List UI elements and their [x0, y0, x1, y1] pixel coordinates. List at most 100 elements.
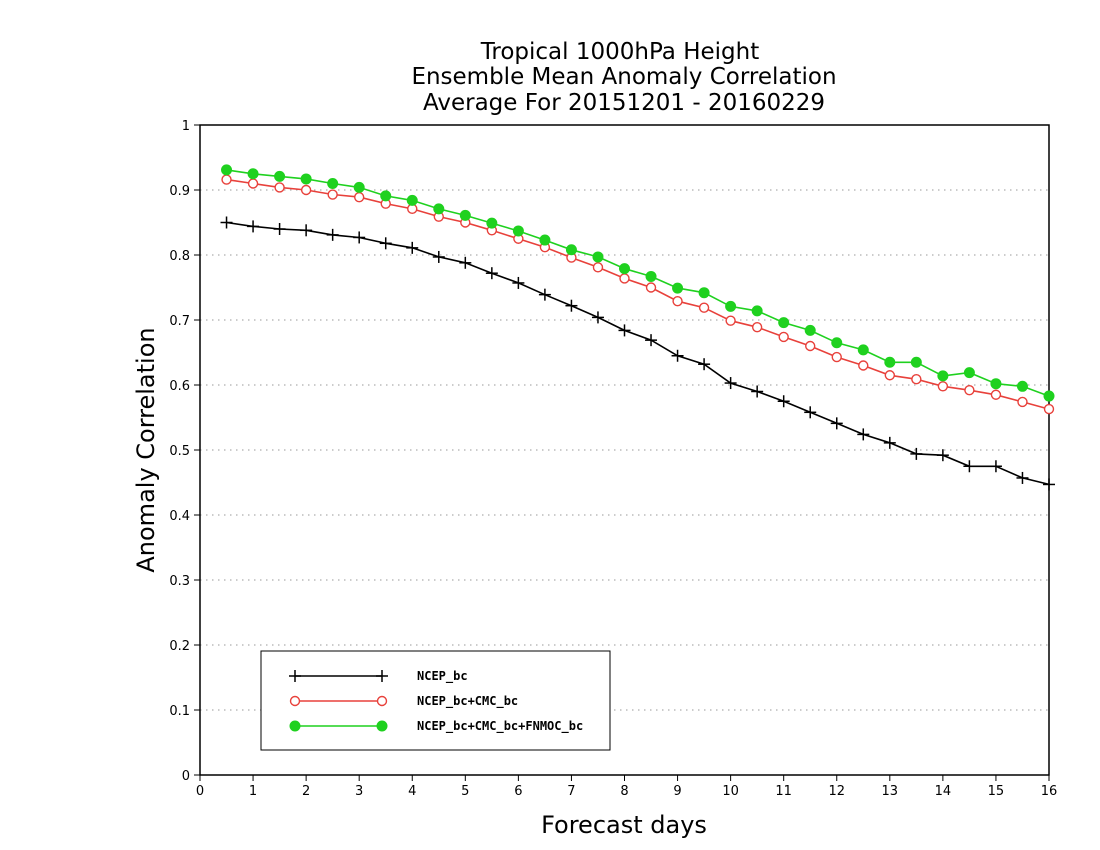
- data-point-open-circle: [698, 302, 710, 313]
- x-tick-label: 3: [355, 784, 363, 799]
- data-point-open-circle: [884, 370, 896, 381]
- data-point-filled-circle: [486, 217, 498, 229]
- data-point-plus: [1043, 478, 1055, 491]
- data-point-open-circle: [937, 381, 949, 392]
- data-point-plus: [406, 241, 419, 254]
- data-point-plus: [376, 670, 388, 682]
- x-tick-label: 8: [620, 784, 628, 799]
- data-point-open-circle: [858, 360, 869, 371]
- x-tick-label: 7: [567, 784, 575, 799]
- data-point-filled-circle: [406, 194, 418, 206]
- data-point-plus: [485, 267, 498, 280]
- data-point-open-circle: [592, 262, 604, 273]
- y-tick-label: 0.5: [169, 444, 190, 459]
- x-tick-label: 9: [673, 784, 681, 799]
- data-point-filled-circle: [857, 344, 869, 356]
- y-tick-label: 1: [182, 119, 190, 134]
- data-point-plus: [300, 224, 313, 237]
- data-point-open-circle: [1043, 403, 1055, 415]
- x-tick-label: 0: [196, 784, 204, 799]
- data-point-filled-circle: [274, 170, 286, 182]
- series-line-2: [226, 178, 1050, 410]
- y-axis-title: Anomaly Correlation: [132, 327, 160, 572]
- data-point-plus: [326, 228, 339, 241]
- data-point-open-circle: [221, 174, 232, 185]
- data-point-open-circle: [300, 184, 312, 196]
- data-point-plus: [459, 256, 472, 269]
- data-point-plus: [273, 223, 286, 235]
- data-point-plus: [830, 417, 843, 430]
- data-point-filled-circle: [619, 263, 630, 275]
- data-point-open-circle: [289, 695, 301, 707]
- data-point-plus: [1016, 471, 1029, 484]
- series-layer: [220, 164, 1055, 491]
- data-point-plus: [379, 237, 392, 250]
- data-point-filled-circle: [910, 356, 922, 368]
- data-point-plus: [538, 288, 551, 301]
- data-point-filled-circle: [565, 244, 577, 256]
- data-point-plus: [751, 385, 764, 398]
- data-point-filled-circle: [963, 367, 975, 379]
- data-point-plus: [565, 299, 578, 312]
- y-tick-label: 0.7: [169, 314, 190, 329]
- y-tick-label: 0.3: [169, 574, 190, 589]
- data-point-open-circle: [376, 695, 388, 707]
- data-point-filled-circle: [672, 282, 684, 294]
- data-point-filled-circle: [353, 181, 365, 193]
- data-point-filled-circle: [751, 305, 763, 317]
- data-point-plus: [777, 395, 790, 408]
- x-tick-label: 4: [408, 784, 416, 799]
- data-point-open-circle: [778, 331, 789, 343]
- data-point-plus: [618, 324, 631, 337]
- y-tick-label: 0.9: [169, 184, 190, 199]
- data-point-plus: [724, 377, 737, 390]
- x-tick-label: 10: [722, 784, 739, 799]
- data-point-open-circle: [645, 282, 657, 293]
- data-point-open-circle: [725, 315, 736, 326]
- legend-label-3: NCEP_bc+CMC_bc+FNMOC_bc: [417, 719, 583, 734]
- x-tick-label: 6: [514, 784, 522, 799]
- x-tick-label: 5: [461, 784, 469, 799]
- data-point-plus: [512, 276, 525, 289]
- data-point-plus: [857, 428, 870, 441]
- data-point-filled-circle: [289, 720, 301, 732]
- data-point-plus: [645, 334, 658, 347]
- data-point-plus: [289, 670, 301, 682]
- data-point-filled-circle: [539, 234, 551, 246]
- y-tick-label: 0.2: [169, 639, 190, 654]
- data-point-open-circle: [274, 182, 285, 193]
- data-point-filled-circle: [937, 370, 949, 382]
- y-tick-label: 0.6: [169, 379, 190, 394]
- title-line-1: Tropical 1000hPa Height: [480, 39, 760, 65]
- x-tick-label: 15: [988, 784, 1005, 799]
- data-point-filled-circle: [247, 168, 259, 180]
- title-line-3: Average For 20151201 - 20160229: [423, 90, 825, 116]
- y-tick-label: 0.4: [169, 509, 190, 524]
- series-2: [221, 174, 1055, 415]
- data-point-filled-circle: [698, 287, 710, 299]
- data-point-filled-circle: [327, 178, 339, 189]
- y-tick-label: 0.1: [169, 704, 190, 719]
- data-point-filled-circle: [645, 270, 657, 282]
- data-point-plus: [989, 460, 1002, 473]
- data-point-plus: [220, 216, 233, 229]
- data-point-open-circle: [327, 189, 338, 200]
- x-tick-label: 11: [775, 784, 792, 799]
- data-point-plus: [432, 250, 445, 263]
- data-point-plus: [963, 460, 976, 473]
- data-point-open-circle: [672, 295, 683, 307]
- data-point-filled-circle: [376, 720, 388, 732]
- data-point-filled-circle: [221, 164, 233, 176]
- data-point-open-circle: [964, 385, 975, 396]
- data-point-filled-circle: [884, 356, 896, 368]
- data-point-plus: [353, 231, 366, 244]
- data-point-plus: [671, 349, 684, 362]
- data-point-open-circle: [911, 373, 922, 385]
- data-point-plus: [910, 447, 923, 460]
- data-point-filled-circle: [725, 300, 737, 312]
- x-tick-label: 2: [302, 784, 310, 799]
- data-point-filled-circle: [804, 324, 816, 336]
- y-tick-label: 0.8: [169, 249, 190, 264]
